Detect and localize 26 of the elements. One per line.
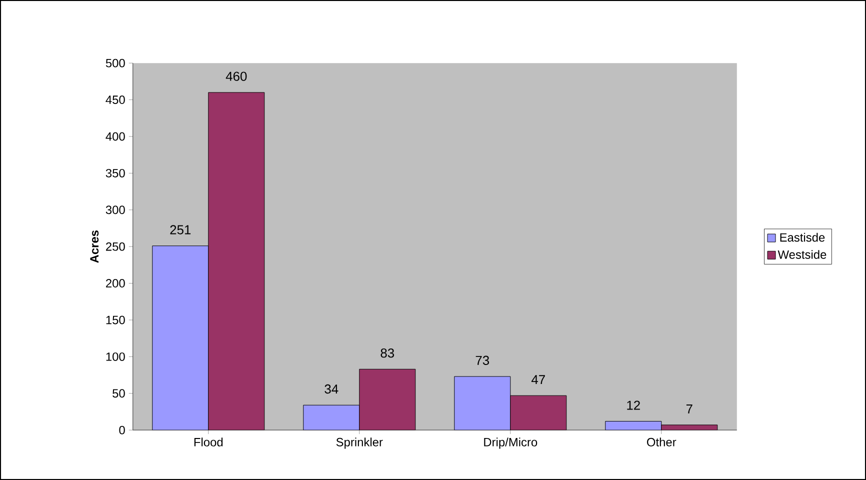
y-tick-label: 500 — [106, 58, 125, 68]
y-tick-label: 200 — [106, 279, 125, 288]
data-label: 73 — [476, 356, 490, 365]
y-tick-label: 450 — [106, 96, 125, 104]
x-tick-label: Other — [647, 438, 676, 446]
data-label: 12 — [627, 400, 640, 410]
y-tick-label: 150 — [106, 316, 125, 324]
data-label: 7 — [686, 404, 692, 414]
y-tick-label: 300 — [106, 206, 125, 214]
legend-label: Eastisde — [780, 232, 825, 242]
y-tick-label: 250 — [106, 242, 125, 251]
x-tick-label: Drip/Micro — [484, 438, 538, 449]
x-tick-label: Flood — [194, 438, 223, 446]
legend-label: Westside — [778, 250, 826, 259]
x-tick-label: Sprinkler — [336, 438, 383, 449]
y-tick-label: 400 — [106, 132, 125, 141]
y-tick-label: 0 — [119, 426, 125, 434]
data-label: 83 — [380, 348, 394, 358]
y-tick-label: 100 — [106, 352, 125, 361]
y-tick-label: 350 — [106, 168, 125, 178]
y-axis-title: Acres — [90, 230, 99, 263]
data-label: 460 — [226, 72, 247, 81]
data-label: 251 — [170, 225, 191, 234]
data-label: 47 — [531, 375, 545, 384]
data-label: 34 — [324, 384, 338, 394]
y-tick-label: 50 — [112, 389, 125, 398]
